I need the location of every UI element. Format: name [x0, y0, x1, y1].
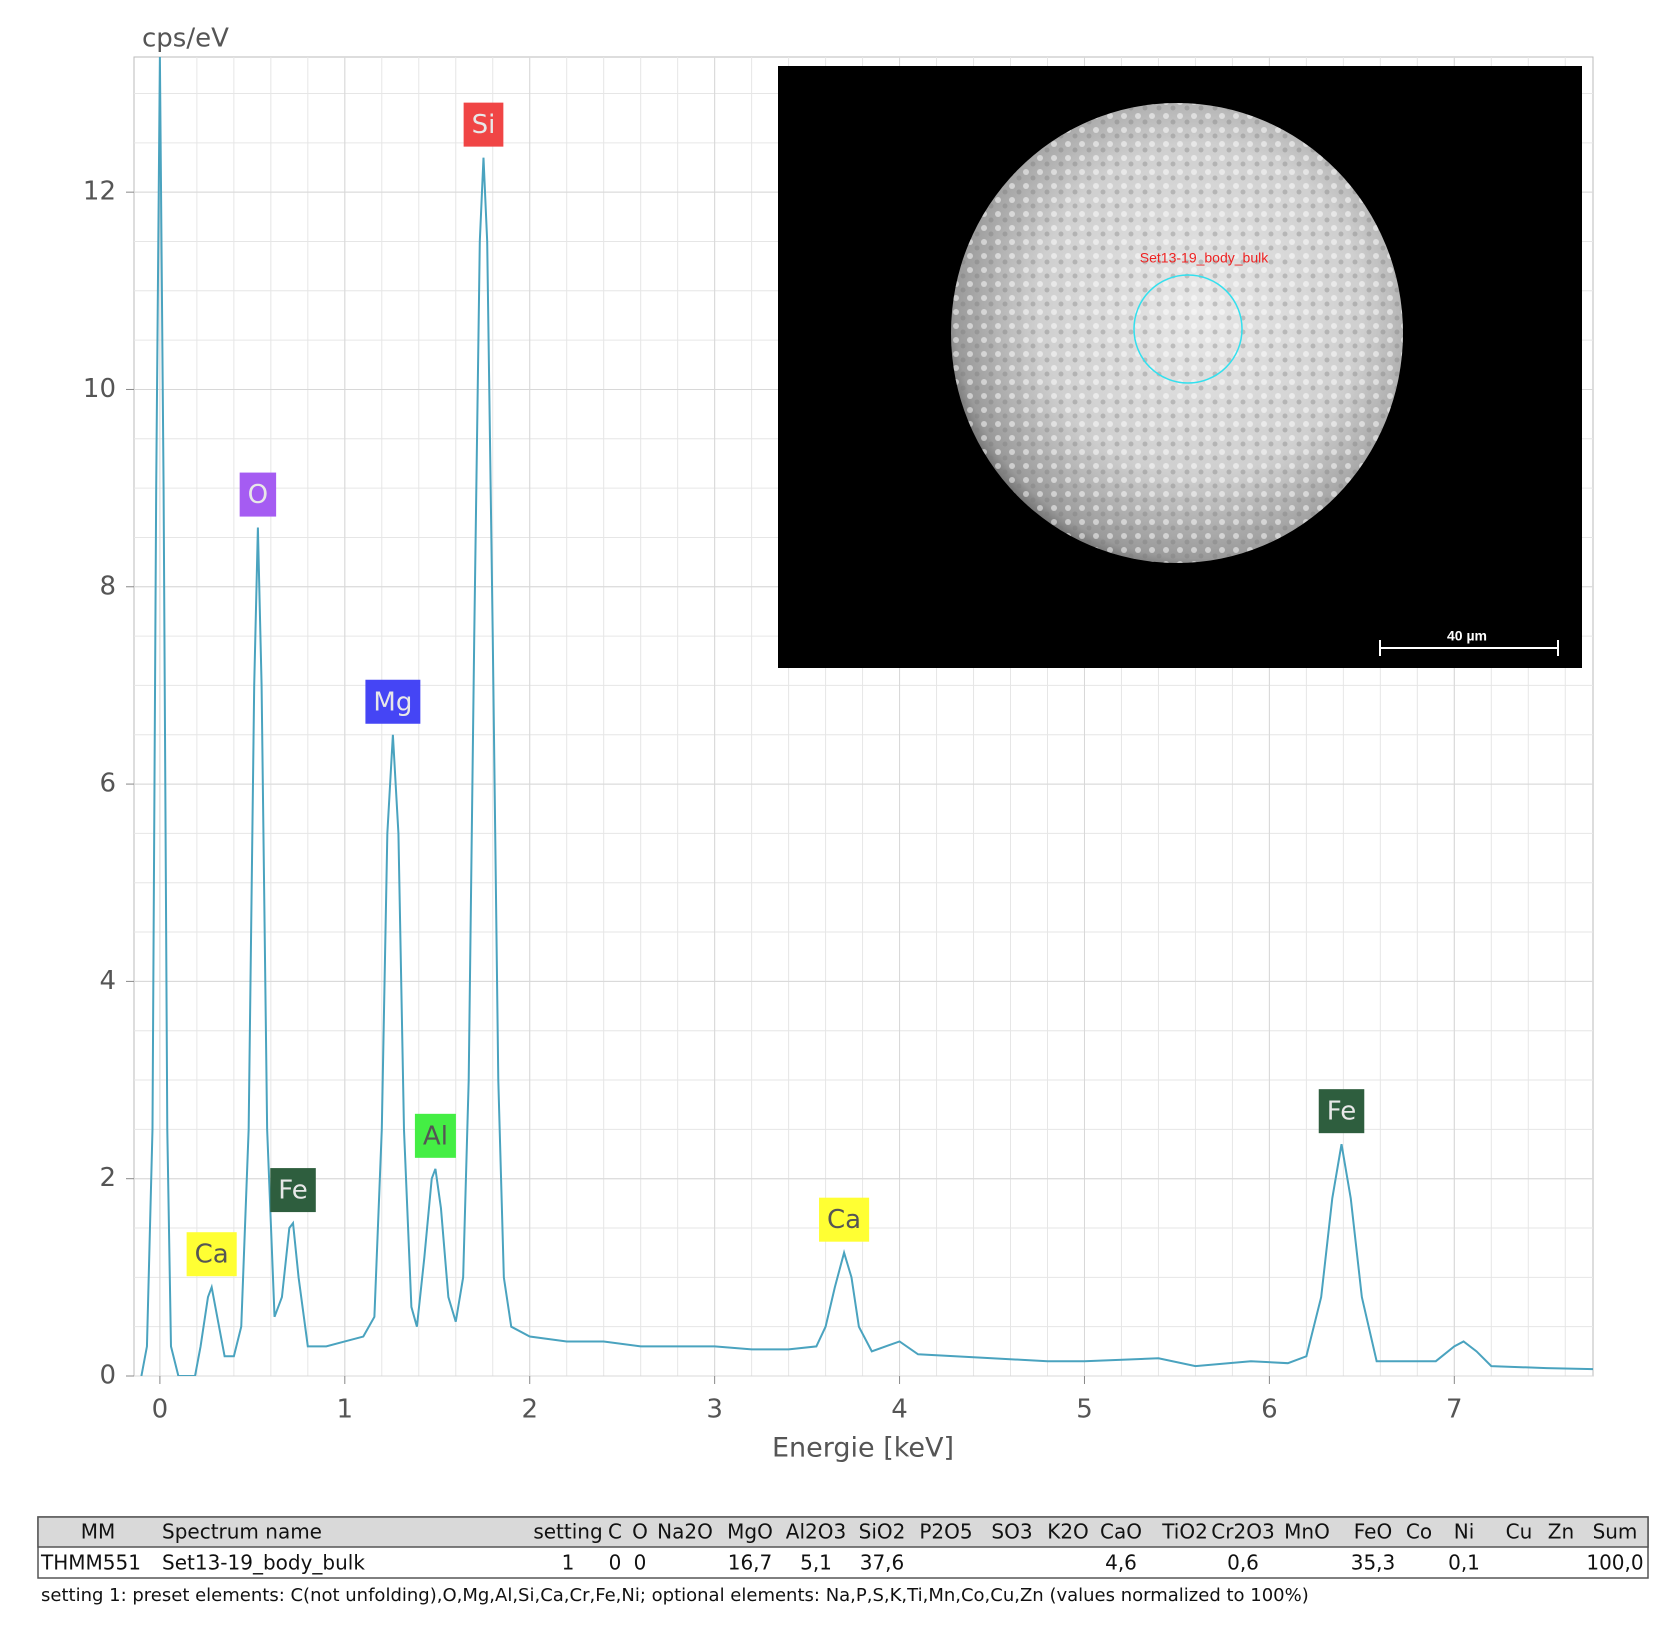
- y-tick-label: 2: [99, 1163, 116, 1193]
- peak-label-text: Ca: [195, 1240, 229, 1270]
- table-header-cell: SiO2: [859, 1520, 906, 1544]
- table-header-cell: MM: [81, 1520, 116, 1544]
- peak-label: O: [239, 472, 277, 517]
- x-tick-label: 2: [521, 1395, 538, 1425]
- spot-label: Set13-19_body_bulk: [1140, 250, 1269, 266]
- peak-label: Fe: [1318, 1089, 1365, 1134]
- table-cell: 1: [562, 1551, 575, 1575]
- table-header-cell: FeO: [1354, 1520, 1392, 1544]
- x-tick-label: 0: [152, 1395, 169, 1425]
- spot-marker: [1133, 274, 1243, 384]
- table-cell: 0,6: [1227, 1551, 1259, 1575]
- table-header-cell: SO3: [991, 1520, 1032, 1544]
- table-cell: 4,6: [1105, 1551, 1137, 1575]
- table-header-cell: Zn: [1548, 1520, 1574, 1544]
- peak-label: Ca: [819, 1197, 870, 1242]
- table-header-cell: Al2O3: [786, 1520, 846, 1544]
- x-axis-title: Energie [keV]: [772, 1433, 954, 1464]
- y-tick-label: 8: [99, 571, 116, 601]
- peak-label: Si: [463, 102, 504, 147]
- table-header-cell: Ni: [1454, 1520, 1475, 1544]
- peak-label-box: [1318, 1089, 1365, 1134]
- sem-image: Set13-19_body_bulk 40 µm: [778, 66, 1582, 668]
- peak-label-box: [414, 1113, 456, 1158]
- peak-label-box: [365, 679, 421, 724]
- peak-label-box: [270, 1168, 316, 1213]
- table-header-cell: Na2O: [657, 1520, 713, 1544]
- y-axis-title: cps/eV: [142, 24, 229, 54]
- peak-label-text: O: [248, 480, 268, 510]
- table-cell: 16,7: [728, 1551, 773, 1575]
- table-cell: 37,6: [860, 1551, 905, 1575]
- x-tick-label: 5: [1076, 1395, 1093, 1425]
- table-header-cell: Sum: [1593, 1520, 1638, 1544]
- y-tick-label: 10: [83, 374, 116, 404]
- y-tick-label: 6: [99, 769, 116, 799]
- table-cell: 5,1: [800, 1551, 832, 1575]
- peak-label: Mg: [365, 679, 421, 724]
- x-tick-label: 6: [1261, 1395, 1278, 1425]
- table-cell: 35,3: [1351, 1551, 1396, 1575]
- peak-label-text: Mg: [373, 687, 412, 717]
- x-tick-label: 4: [891, 1395, 908, 1425]
- table-header-cell: CaO: [1100, 1520, 1142, 1544]
- table-header-cell: MnO: [1284, 1520, 1330, 1544]
- peak-label-text: Ca: [827, 1205, 861, 1235]
- table-note: setting 1: preset elements: C(not unfold…: [41, 1585, 1309, 1606]
- y-tick-label: 4: [99, 966, 116, 996]
- table-header-cell: Cr2O3: [1211, 1520, 1274, 1544]
- table-cell: 0: [634, 1551, 647, 1575]
- scale-label: 40 µm: [1447, 628, 1487, 644]
- table-header-cell: Spectrum name: [162, 1520, 322, 1544]
- x-tick-label: 1: [337, 1395, 354, 1425]
- spectrum-line: [140, 57, 1593, 1376]
- results-table: MM Spectrum name setting C O Na2O MgO Al2O3 SiO2…: [37, 1516, 1649, 1579]
- peak-label-text: Al: [423, 1121, 448, 1151]
- peak-label-box: [819, 1197, 870, 1242]
- x-tick-label: 7: [1446, 1395, 1463, 1425]
- y-tick-label: 0: [99, 1361, 116, 1391]
- particle-texture: [951, 103, 1403, 563]
- peak-label-text: Fe: [1327, 1097, 1357, 1127]
- table-header-cell: O: [632, 1520, 648, 1544]
- y-tick-label: 12: [83, 177, 116, 207]
- peak-label: Al: [414, 1113, 456, 1158]
- peak-label-box: [239, 472, 277, 517]
- peak-label-box: [186, 1232, 237, 1277]
- table-cell: 100,0: [1586, 1551, 1643, 1575]
- x-tick-label: 3: [706, 1395, 723, 1425]
- table-cell: Set13-19_body_bulk: [162, 1551, 365, 1575]
- peak-label-text: Fe: [278, 1176, 308, 1206]
- table-header-bg: [37, 1516, 1649, 1548]
- table-header-cell: MgO: [727, 1520, 773, 1544]
- table-header-cell: Cu: [1506, 1520, 1533, 1544]
- table-header-cell: TiO2: [1161, 1520, 1208, 1544]
- peak-label: Fe: [270, 1168, 316, 1213]
- table-header-cell: C: [608, 1520, 622, 1544]
- table-cell: 0,1: [1448, 1551, 1480, 1575]
- peak-label-text: Si: [472, 110, 496, 140]
- table-cell: THMM551: [40, 1551, 141, 1575]
- table-header-cell: K2O: [1047, 1520, 1089, 1544]
- peak-label-box: [463, 102, 504, 147]
- table-cell: 0: [609, 1551, 622, 1575]
- peak-label: Ca: [186, 1232, 237, 1277]
- table-header-cell: setting: [533, 1520, 602, 1544]
- table-header-cell: Co: [1406, 1520, 1432, 1544]
- table-header-cell: P2O5: [919, 1520, 972, 1544]
